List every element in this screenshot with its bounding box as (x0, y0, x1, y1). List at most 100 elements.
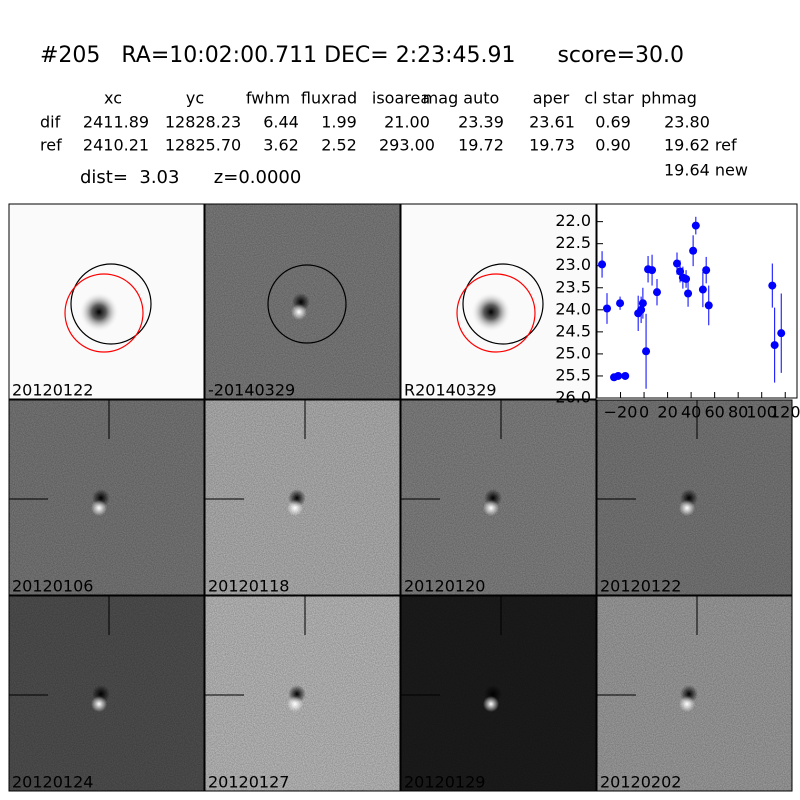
point (648, 266, 657, 275)
cell: 3.62 (263, 136, 299, 155)
cell: 293.00 (379, 136, 435, 155)
x-tick-label: 80 (728, 403, 748, 422)
cell: 0.90 (595, 136, 631, 155)
cell: 6.44 (263, 113, 299, 132)
column-header: isoarea (372, 89, 430, 108)
stamp-label: R20140329 (404, 381, 497, 400)
dipole-light (91, 500, 107, 516)
point (673, 259, 681, 268)
stamp-frame (204, 203, 401, 400)
x-tick-label: 120 (770, 403, 800, 422)
point (682, 274, 691, 283)
cell: 19.72 (458, 136, 504, 155)
dipole-light (291, 304, 307, 320)
plot-area (596, 203, 798, 399)
ref-aperture (456, 273, 536, 353)
point (691, 221, 700, 230)
cell: 21.00 (384, 113, 430, 132)
point (603, 304, 611, 313)
ref-aperture (64, 273, 144, 353)
stamp-label: 20120122 (600, 577, 681, 596)
row-label: dif (40, 113, 61, 132)
dist: dist= 3.03 z=0.0000 (80, 167, 301, 188)
x-tick-label: 100 (746, 403, 777, 422)
cell: 23.39 (458, 113, 504, 132)
point (653, 288, 661, 297)
cell: 1.99 (321, 113, 357, 132)
y-tick-label: 26.0 (555, 388, 591, 407)
stamp-frame (204, 595, 401, 792)
point (616, 299, 625, 308)
dipole-light (679, 696, 695, 712)
dipole-light (287, 500, 303, 516)
cell: 12825.70 (165, 136, 241, 155)
dipole-light (483, 500, 499, 516)
source (79, 292, 119, 332)
y-tick-label: 25.5 (555, 365, 591, 384)
y-tick-label: 22.0 (555, 211, 591, 230)
column-header: xc (104, 89, 122, 108)
row-label: ref (40, 136, 62, 155)
point (768, 281, 777, 290)
stamp-frame (596, 595, 793, 792)
cell: 0.69 (595, 113, 631, 132)
cell: 12828.23 (165, 113, 241, 132)
y-tick-label: 23.5 (555, 277, 591, 296)
point (704, 301, 713, 310)
column-header: mag auto (423, 89, 500, 108)
column-header: fwhm (246, 89, 290, 108)
column-header: phmag (641, 89, 697, 108)
cell: 23.61 (529, 113, 575, 132)
column-header: fluxrad (301, 89, 357, 108)
cell: 2411.89 (83, 113, 149, 132)
column-header: yc (186, 89, 204, 108)
x-tick-label: 60 (704, 403, 724, 422)
column-header: cl star (584, 89, 634, 108)
stamp-frame (8, 595, 205, 792)
stamp-label: 20120127 (208, 773, 289, 792)
stamp-label: 20120118 (208, 577, 289, 596)
y-tick-label: 24.5 (555, 321, 591, 340)
x-tick-label: 40 (681, 403, 701, 422)
stamp-frame (400, 399, 597, 596)
x-tick-label: 20 (657, 403, 677, 422)
aperture (267, 264, 347, 344)
cell: 19.73 (529, 136, 575, 155)
new-mag: 19.64 new (664, 161, 748, 180)
point (777, 329, 786, 338)
y-tick-label: 25.0 (555, 343, 591, 362)
point (684, 289, 693, 298)
stamp-frame (400, 595, 597, 792)
cell: 23.80 (664, 113, 710, 132)
y-tick-label: 22.5 (555, 233, 591, 252)
stamp-frame (8, 399, 205, 596)
point (770, 341, 779, 350)
x-tick-label: 0 (639, 403, 649, 422)
point (598, 260, 607, 269)
point (698, 285, 707, 294)
point (689, 246, 698, 255)
point (614, 371, 623, 380)
dipole-light (91, 696, 107, 712)
stamp-label: -20140329 (208, 381, 295, 400)
stamp-label: 20120124 (12, 773, 93, 792)
point (638, 299, 647, 308)
stamp-label: 20120120 (404, 577, 485, 596)
dipole-light (483, 696, 499, 712)
cell: 19.62 ref (664, 136, 737, 155)
aperture (70, 263, 152, 345)
column-header: aper (533, 89, 570, 108)
stamp-label: 20120202 (600, 773, 681, 792)
point (702, 266, 711, 275)
stamp-frame (204, 399, 401, 596)
cell: 2.52 (321, 136, 357, 155)
point (676, 267, 685, 276)
stamp-label: 20120129 (404, 773, 485, 792)
cell: 2410.21 (83, 136, 149, 155)
aperture (462, 263, 544, 345)
source (471, 292, 511, 332)
point (642, 347, 651, 356)
stamp-label: 20120122 (12, 381, 93, 400)
x-tick-label: −20 (604, 403, 638, 422)
